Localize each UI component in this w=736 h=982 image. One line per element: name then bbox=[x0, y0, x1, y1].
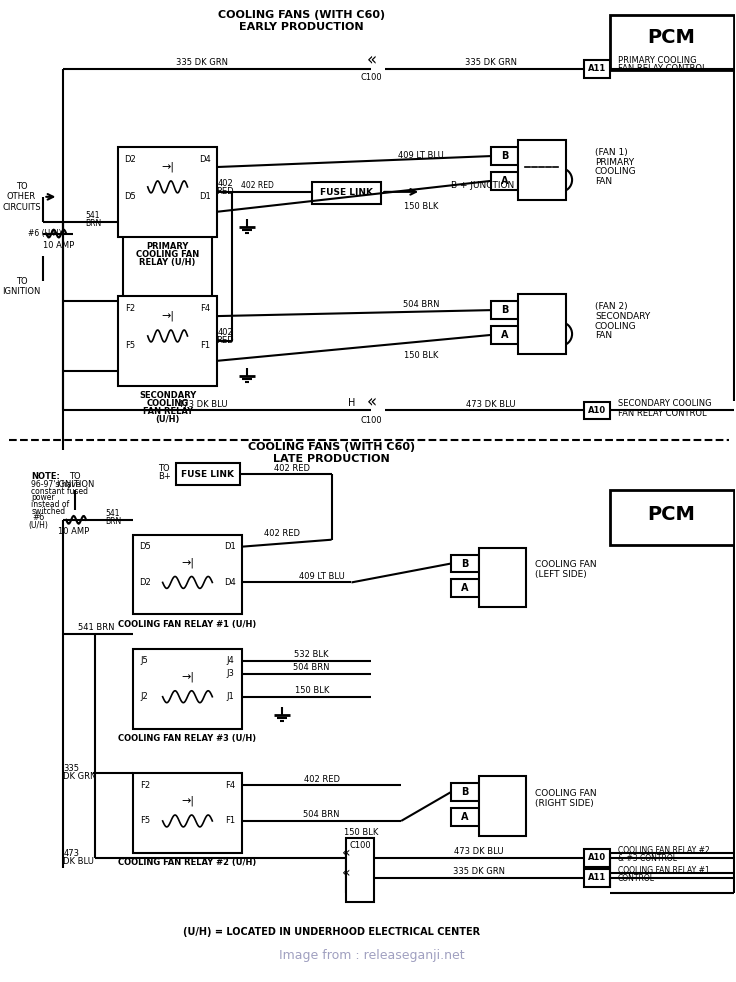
Text: D5: D5 bbox=[139, 542, 151, 551]
Text: TO: TO bbox=[69, 471, 81, 480]
Text: 402 RED: 402 RED bbox=[304, 775, 339, 784]
Text: constant fused: constant fused bbox=[32, 486, 88, 496]
Text: A10: A10 bbox=[588, 853, 606, 862]
Bar bbox=[118, 147, 217, 237]
Text: 473 DK BLU: 473 DK BLU bbox=[177, 400, 227, 409]
Text: D4: D4 bbox=[199, 154, 211, 164]
Text: DK GRN: DK GRN bbox=[63, 772, 96, 781]
Text: FAN: FAN bbox=[595, 332, 612, 341]
Text: FUSE LINK: FUSE LINK bbox=[181, 469, 234, 478]
Text: C100: C100 bbox=[350, 842, 371, 850]
Bar bbox=[451, 784, 478, 801]
Text: F4: F4 bbox=[225, 781, 236, 790]
Bar bbox=[491, 147, 518, 165]
Text: F5: F5 bbox=[140, 816, 150, 826]
Text: #6: #6 bbox=[32, 514, 45, 522]
Text: COOLING FAN: COOLING FAN bbox=[535, 789, 597, 797]
Text: 541: 541 bbox=[86, 211, 100, 220]
Text: J3: J3 bbox=[226, 670, 234, 679]
Bar bbox=[478, 776, 526, 836]
Text: D2: D2 bbox=[124, 154, 135, 164]
Bar bbox=[518, 140, 566, 199]
Text: CONTROL: CONTROL bbox=[618, 874, 655, 883]
Text: COOLING FAN RELAY #2: COOLING FAN RELAY #2 bbox=[618, 846, 710, 855]
Text: F4: F4 bbox=[200, 303, 210, 312]
Bar bbox=[491, 172, 518, 190]
Text: J5: J5 bbox=[141, 656, 149, 666]
Text: 541: 541 bbox=[106, 510, 120, 518]
Text: →|: →| bbox=[181, 672, 194, 682]
Text: 335: 335 bbox=[63, 764, 79, 773]
Text: C100: C100 bbox=[361, 73, 382, 82]
Text: B: B bbox=[461, 559, 468, 569]
Bar bbox=[132, 773, 242, 852]
Text: D1: D1 bbox=[199, 192, 211, 201]
Text: →|: →| bbox=[181, 558, 194, 568]
Bar bbox=[176, 464, 240, 485]
Text: A10: A10 bbox=[588, 406, 606, 415]
Bar bbox=[451, 555, 478, 573]
Text: A: A bbox=[461, 812, 469, 822]
Text: 150 BLK: 150 BLK bbox=[294, 686, 329, 695]
Text: 532 BLK: 532 BLK bbox=[294, 650, 329, 660]
Text: BRN: BRN bbox=[85, 219, 101, 228]
Text: 335 DK GRN: 335 DK GRN bbox=[177, 58, 228, 67]
Bar bbox=[347, 838, 375, 902]
Text: →|: →| bbox=[161, 311, 174, 321]
Bar bbox=[451, 579, 478, 597]
Text: (RIGHT SIDE): (RIGHT SIDE) bbox=[535, 798, 594, 807]
Text: switched: switched bbox=[32, 508, 66, 517]
Text: COOLING FAN RELAY #2 (U/H): COOLING FAN RELAY #2 (U/H) bbox=[118, 858, 257, 867]
Text: TO
OTHER
CIRCUITS: TO OTHER CIRCUITS bbox=[2, 182, 40, 212]
Text: (FAN 2): (FAN 2) bbox=[595, 301, 628, 310]
Text: H: H bbox=[348, 398, 355, 408]
Text: D1: D1 bbox=[224, 542, 236, 551]
Text: (U/H): (U/H) bbox=[29, 521, 49, 530]
Text: 473 DK BLU: 473 DK BLU bbox=[454, 847, 503, 856]
Text: COOLING FAN RELAY #1: COOLING FAN RELAY #1 bbox=[618, 866, 710, 875]
Text: 402 RED: 402 RED bbox=[274, 464, 310, 472]
Text: 541 BRN: 541 BRN bbox=[78, 623, 115, 631]
Text: power: power bbox=[32, 494, 55, 503]
Text: NOTE:: NOTE: bbox=[32, 471, 60, 480]
Text: PRIMARY: PRIMARY bbox=[146, 242, 188, 251]
Text: 409 LT BLU: 409 LT BLU bbox=[398, 150, 444, 160]
Text: B: B bbox=[500, 151, 508, 161]
Text: 473: 473 bbox=[63, 849, 79, 858]
Text: «: « bbox=[367, 394, 376, 411]
Text: (U/H) = LOCATED IN UNDERHOOD ELECTRICAL CENTER: (U/H) = LOCATED IN UNDERHOOD ELECTRICAL … bbox=[183, 927, 480, 937]
Text: B: B bbox=[500, 305, 508, 315]
Text: 402: 402 bbox=[217, 180, 233, 189]
Text: 402: 402 bbox=[217, 329, 233, 338]
Bar bbox=[478, 548, 526, 607]
Text: 335 DK GRN: 335 DK GRN bbox=[464, 58, 517, 67]
Text: (FAN 1): (FAN 1) bbox=[595, 147, 628, 156]
Text: COOLING FANS (WITH C60)
LATE PRODUCTION: COOLING FANS (WITH C60) LATE PRODUCTION bbox=[248, 443, 415, 464]
Text: 335 DK GRN: 335 DK GRN bbox=[453, 867, 505, 876]
Text: FAN RELAY CONTROL: FAN RELAY CONTROL bbox=[618, 409, 707, 418]
Text: 409 LT BLU: 409 LT BLU bbox=[299, 572, 344, 581]
Text: J2: J2 bbox=[141, 692, 149, 701]
Text: COOLING FAN RELAY #1 (U/H): COOLING FAN RELAY #1 (U/H) bbox=[118, 620, 257, 628]
Text: 10 AMP: 10 AMP bbox=[43, 241, 74, 250]
Text: A: A bbox=[500, 176, 509, 186]
Text: F1: F1 bbox=[225, 816, 236, 826]
Text: F1: F1 bbox=[200, 342, 210, 351]
Text: 402 RED: 402 RED bbox=[264, 529, 300, 538]
Bar bbox=[610, 15, 734, 70]
Text: SECONDARY: SECONDARY bbox=[139, 391, 197, 400]
Text: instead of: instead of bbox=[32, 501, 70, 510]
Text: 150 BLK: 150 BLK bbox=[404, 352, 438, 360]
Text: C100: C100 bbox=[361, 416, 382, 425]
Bar bbox=[518, 295, 566, 354]
Text: PRIMARY: PRIMARY bbox=[595, 157, 634, 167]
Text: B+: B+ bbox=[158, 471, 171, 480]
Text: TO
IGNITION: TO IGNITION bbox=[2, 277, 40, 296]
Text: PCM: PCM bbox=[648, 28, 696, 47]
Bar bbox=[584, 869, 610, 887]
Text: & #3 CONTROL: & #3 CONTROL bbox=[618, 854, 677, 863]
Bar bbox=[312, 182, 381, 204]
Text: COOLING FANS (WITH C60)
EARLY PRODUCTION: COOLING FANS (WITH C60) EARLY PRODUCTION bbox=[218, 10, 386, 31]
Text: →|: →| bbox=[181, 795, 194, 806]
Bar bbox=[584, 848, 610, 867]
